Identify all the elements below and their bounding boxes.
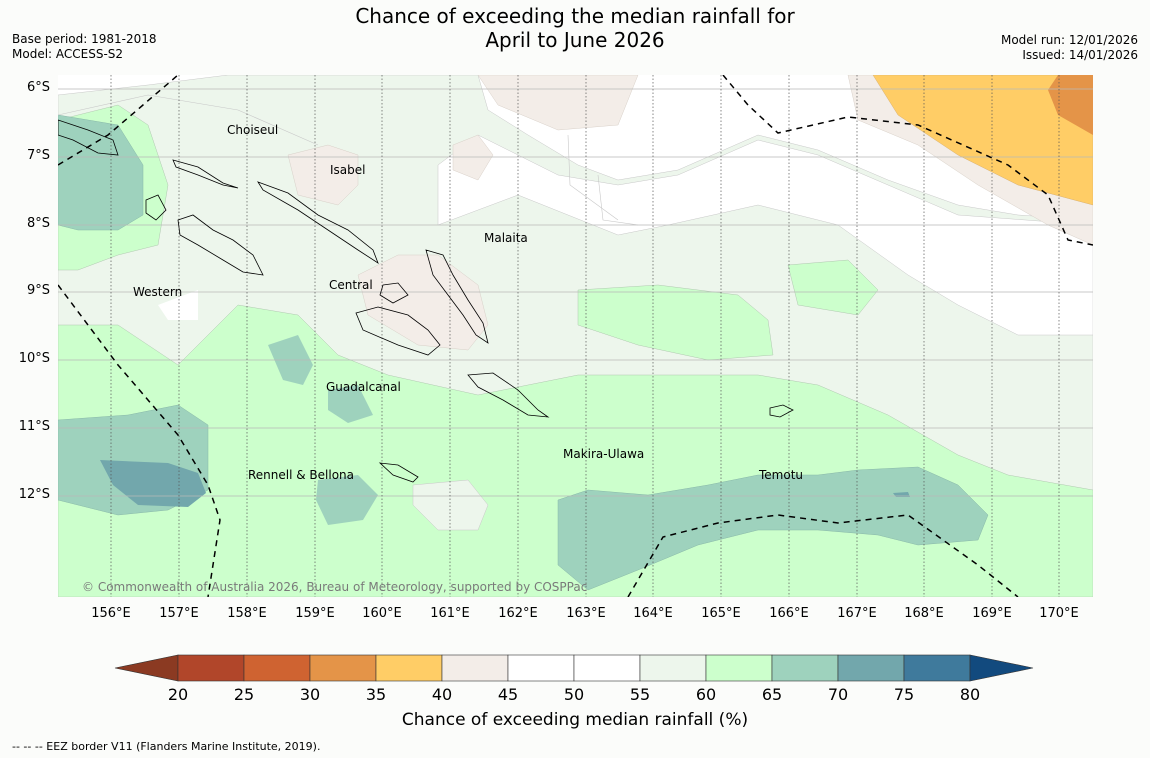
colorbar-tick-label: 50 bbox=[563, 685, 585, 704]
label-temotu: Temotu bbox=[758, 468, 803, 482]
colorbar-segment bbox=[639, 654, 707, 682]
colorbar-tick-label: 60 bbox=[695, 685, 717, 704]
colorbar-segment bbox=[441, 654, 509, 682]
lat-label: 6°S bbox=[26, 80, 50, 95]
label-choiseul: Choiseul bbox=[227, 123, 278, 137]
lon-label: 169°E bbox=[972, 606, 1012, 621]
colorbar-tick-label: 25 bbox=[233, 685, 255, 704]
region-65-70-c bbox=[316, 475, 378, 525]
colorbar-tick-label: 80 bbox=[959, 685, 981, 704]
colorbar-tick-label: 65 bbox=[761, 685, 783, 704]
model-name: Model: ACCESS-S2 bbox=[12, 47, 124, 61]
colorbar-tick-label: 70 bbox=[827, 685, 849, 704]
region-60-65-central bbox=[577, 284, 774, 361]
issued-date: Issued: 14/01/2026 bbox=[1022, 48, 1138, 62]
lon-label: 167°E bbox=[837, 606, 877, 621]
lon-label: 156°E bbox=[91, 606, 131, 621]
island-rennell bbox=[378, 462, 419, 483]
lat-label: 9°S bbox=[26, 283, 50, 298]
colorbar-segment bbox=[771, 654, 839, 682]
colorbar-tick-label: 35 bbox=[365, 685, 387, 704]
colorbar-label: Chance of exceeding median rainfall (%) bbox=[401, 710, 749, 730]
map-graticule bbox=[58, 75, 1093, 597]
colorbar-segment bbox=[375, 654, 443, 682]
colorbar-segment bbox=[903, 654, 971, 682]
region-50-55-small bbox=[158, 290, 198, 320]
colorbar-tick-label: 75 bbox=[893, 685, 915, 704]
contour-lines bbox=[58, 94, 639, 226]
lon-label: 163°E bbox=[566, 606, 606, 621]
label-isabel: Isabel bbox=[330, 163, 365, 177]
map-title-line1: Chance of exceeding the median rainfall … bbox=[355, 4, 795, 28]
region-40-45-small bbox=[452, 134, 494, 181]
eez-border bbox=[58, 75, 1093, 597]
colorbar-extend-high bbox=[969, 654, 1034, 682]
lon-label: 164°E bbox=[633, 606, 673, 621]
region-35-40 bbox=[872, 75, 1093, 206]
region-65-70-west bbox=[58, 114, 144, 231]
colorbar-segment bbox=[837, 654, 905, 682]
lat-label: 10°S bbox=[18, 351, 50, 366]
lon-label: 160°E bbox=[362, 606, 402, 621]
label-rennell-bellona: Rennell & Bellona bbox=[248, 468, 354, 482]
colorbar-segment bbox=[507, 654, 575, 682]
colorbar-extend-low bbox=[114, 654, 179, 682]
label-central: Central bbox=[329, 278, 373, 292]
region-50-55 bbox=[437, 134, 1093, 336]
map-title-line2: April to June 2026 bbox=[485, 28, 665, 52]
island-vella bbox=[145, 194, 167, 221]
model-run: Model run: 12/01/2026 bbox=[1000, 33, 1138, 47]
island-malaita bbox=[425, 249, 489, 344]
colorbar-segment bbox=[705, 654, 773, 682]
label-guadalcanal: Guadalcanal bbox=[326, 380, 401, 394]
colorbar-tick-label: 55 bbox=[629, 685, 651, 704]
lon-label: 161°E bbox=[430, 606, 470, 621]
colorbar-segment bbox=[177, 654, 245, 682]
label-malaita: Malaita bbox=[484, 231, 528, 245]
island-choiseul bbox=[172, 159, 239, 189]
island-guadalcanal bbox=[355, 306, 441, 356]
lon-label: 170°E bbox=[1039, 606, 1079, 621]
colorbar-tick-label: 30 bbox=[299, 685, 321, 704]
lon-label: 157°E bbox=[159, 606, 199, 621]
rainfall-probability-map: Choiseul Isabel Malaita Western Central … bbox=[58, 75, 1093, 597]
lon-label: 165°E bbox=[701, 606, 741, 621]
coastlines bbox=[58, 119, 794, 483]
colorbar-tick-label: 20 bbox=[167, 685, 189, 704]
lon-label: 162°E bbox=[498, 606, 538, 621]
island-isabel bbox=[257, 181, 379, 265]
lat-label: 12°S bbox=[18, 487, 50, 502]
lon-label: 159°E bbox=[295, 606, 335, 621]
lon-label: 166°E bbox=[769, 606, 809, 621]
island-florida bbox=[379, 282, 409, 304]
lon-label: 158°E bbox=[227, 606, 267, 621]
region-65-70-b bbox=[328, 385, 373, 423]
region-65-70-se bbox=[557, 466, 989, 591]
island-makira bbox=[467, 372, 550, 418]
region-55-60-south bbox=[412, 479, 489, 531]
lat-label: 7°S bbox=[26, 148, 50, 163]
colorbar bbox=[114, 654, 1034, 682]
lat-label: 11°S bbox=[18, 419, 50, 434]
region-40-45-isabel bbox=[287, 144, 359, 206]
island-shortland bbox=[58, 119, 119, 156]
region-70-75 bbox=[100, 460, 206, 507]
lon-label: 168°E bbox=[904, 606, 944, 621]
colorbar-tick-label: 45 bbox=[497, 685, 519, 704]
island-new-georgia bbox=[177, 214, 264, 276]
copyright-notice: © Commonwealth of Australia 2026, Bureau… bbox=[82, 580, 588, 594]
island-santa-cruz bbox=[769, 404, 794, 418]
label-makira-ulawa: Makira-Ulawa bbox=[563, 447, 644, 461]
region-60-65-east bbox=[787, 259, 879, 316]
colorbar-tick-label: 40 bbox=[431, 685, 453, 704]
base-period: Base period: 1981-2018 bbox=[12, 32, 157, 46]
eez-footnote: -- -- -- EEZ border V11 (Flanders Marine… bbox=[12, 740, 321, 753]
label-western: Western bbox=[133, 285, 182, 299]
lat-label: 8°S bbox=[26, 216, 50, 231]
colorbar-segment bbox=[243, 654, 311, 682]
colorbar-segment bbox=[573, 654, 641, 682]
colorbar-segment bbox=[309, 654, 377, 682]
